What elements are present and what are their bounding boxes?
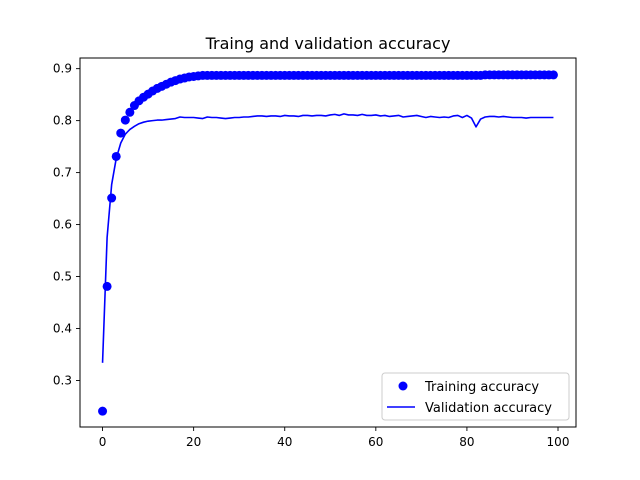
legend-label-training: Training accuracy [424, 380, 539, 395]
y-tick-label: 0.9 [53, 62, 72, 76]
training-accuracy-point [116, 128, 126, 138]
y-tick-label: 0.8 [53, 114, 72, 128]
x-tick-label: 60 [368, 435, 383, 449]
x-tick-label: 20 [186, 435, 201, 449]
validation-accuracy-line [101, 113, 554, 363]
y-axis-ticks: 0.3 0.4 0.5 0.6 0.7 0.8 0.9 [53, 62, 80, 387]
legend-box [381, 372, 570, 421]
y-tick-label: 0.4 [53, 322, 72, 336]
x-tick-label: 40 [277, 435, 292, 449]
training-accuracy-point [102, 281, 112, 291]
y-tick-label: 0.6 [53, 218, 72, 232]
x-tick-label: 0 [99, 435, 107, 449]
legend-marker-training [398, 381, 408, 391]
training-accuracy-point [111, 151, 121, 161]
training-accuracy-point [107, 193, 117, 203]
x-tick-label: 100 [547, 435, 570, 449]
axes-frame [79, 57, 577, 428]
legend-label-validation: Validation accuracy [425, 401, 552, 416]
training-accuracy-point [125, 107, 135, 117]
y-tick-label: 0.7 [53, 166, 72, 180]
legend: Training accuracy Validation accuracy [381, 372, 570, 421]
y-tick-label: 0.5 [53, 270, 72, 284]
plot-area: 0 20 40 60 80 100 0.3 0.4 0.5 0.6 0.7 0.8 0.9 [53, 57, 577, 449]
y-tick-label: 0.3 [53, 373, 72, 387]
training-accuracy-point [120, 115, 130, 125]
chart-title: Traing and validation accuracy [205, 34, 451, 53]
training-accuracy-point [548, 70, 558, 80]
training-accuracy-point [98, 406, 108, 416]
x-tick-label: 80 [459, 435, 474, 449]
x-axis-ticks: 0 20 40 60 80 100 [99, 427, 570, 449]
series-layer [98, 70, 558, 416]
